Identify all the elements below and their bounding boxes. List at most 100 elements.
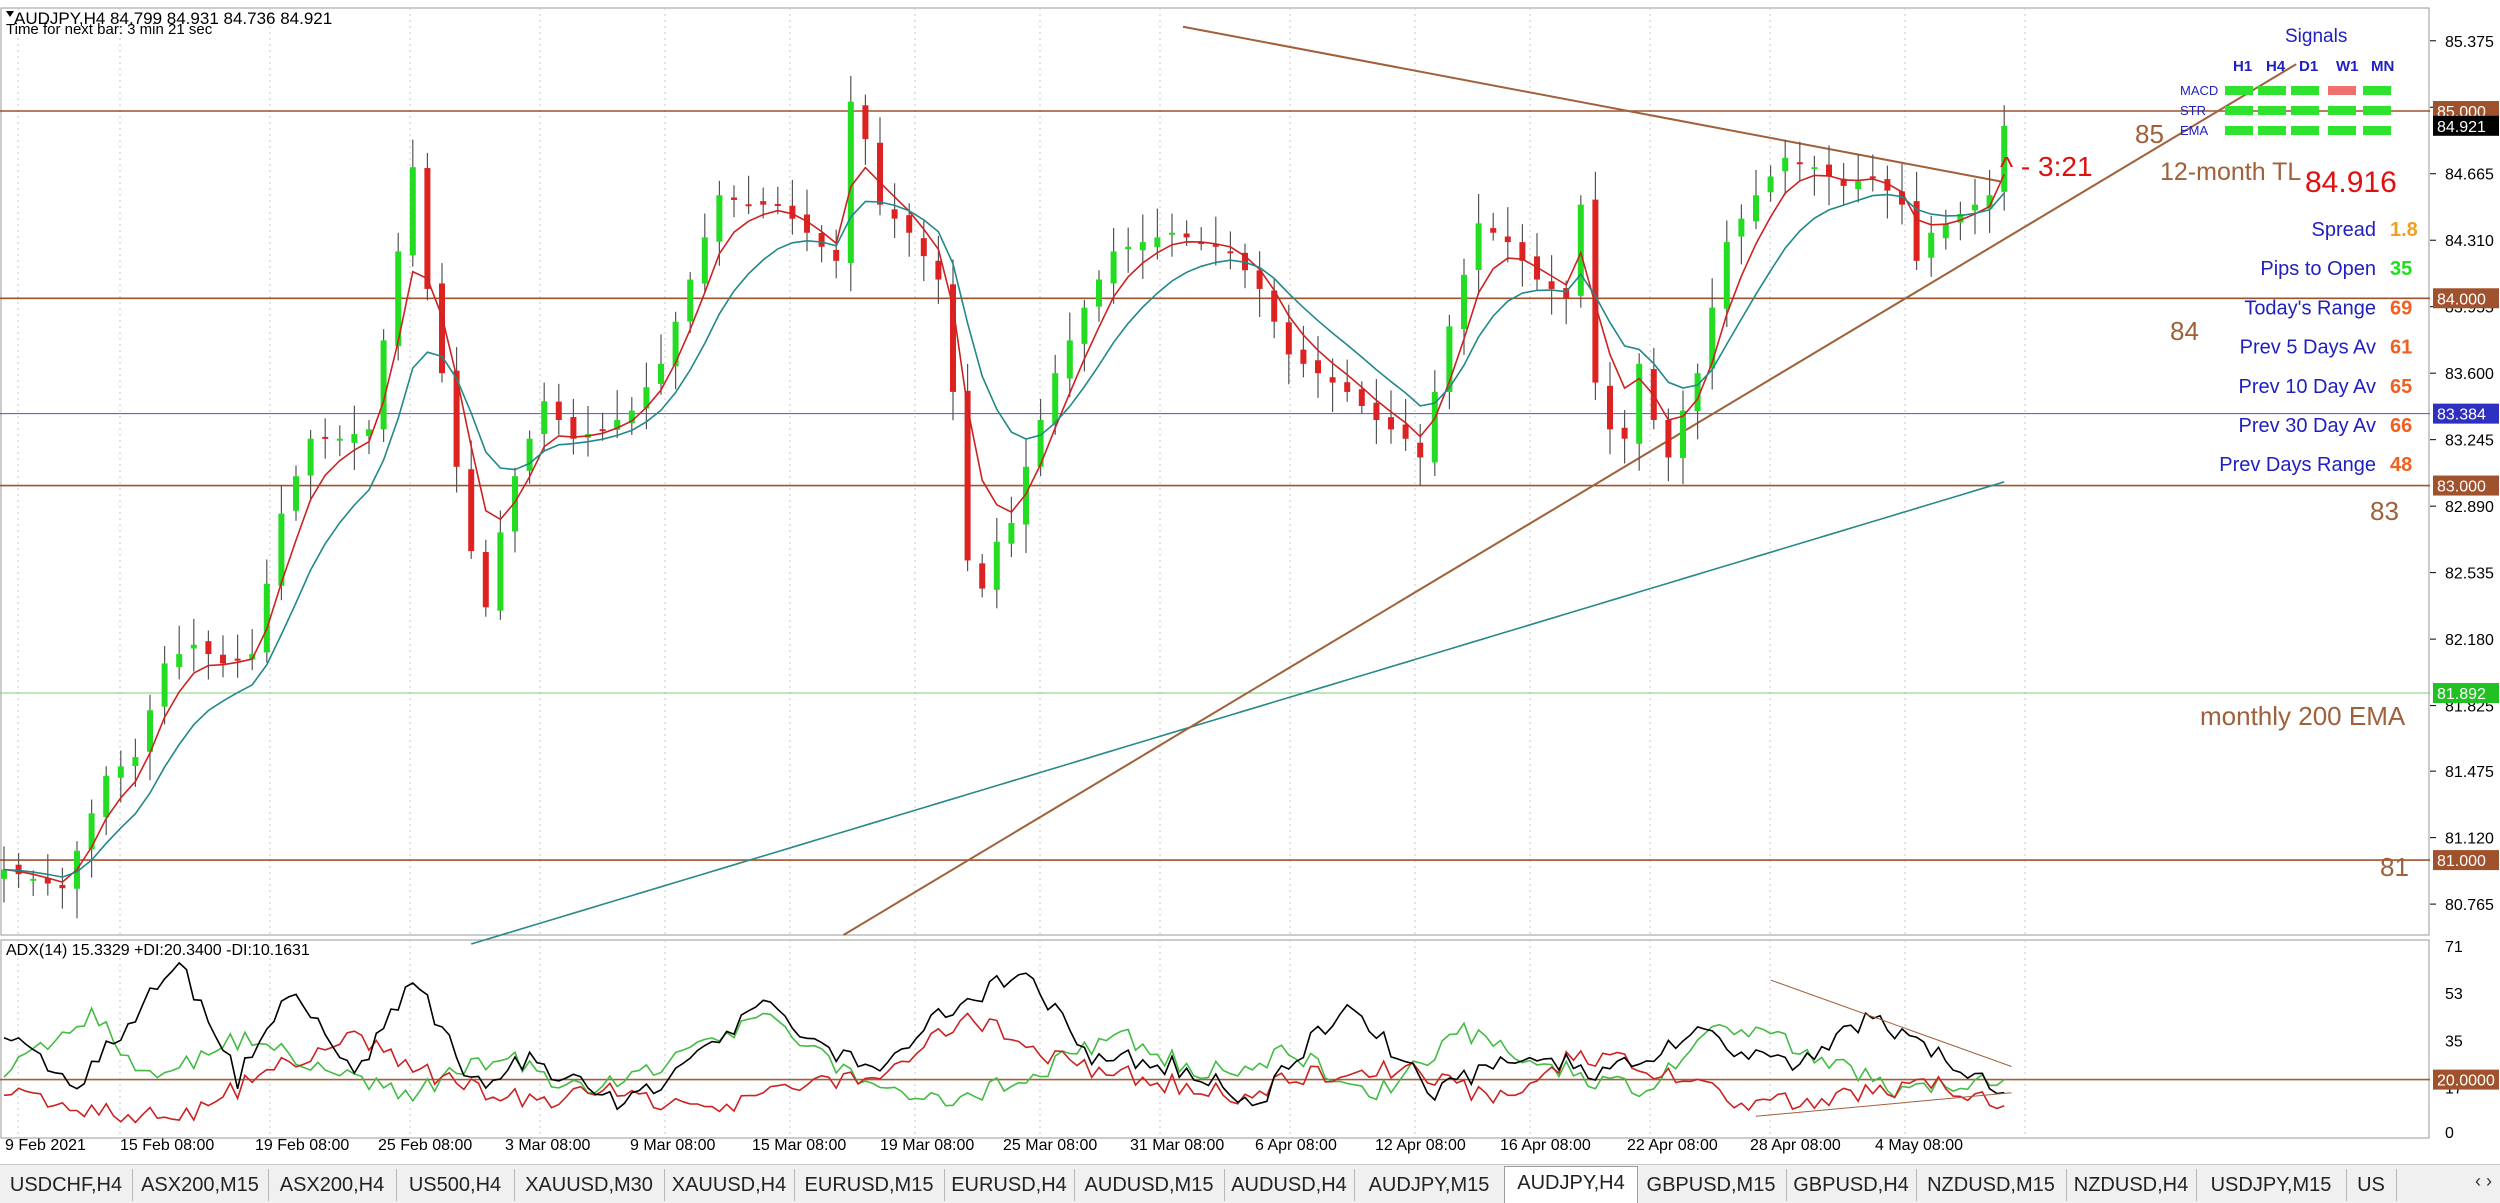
candle-body	[1753, 195, 1759, 222]
candle-body	[103, 775, 110, 818]
candle-body	[1446, 326, 1453, 393]
tab-scroll-arrows[interactable]: ‹ ›	[2475, 1171, 2492, 1191]
candle-body	[745, 204, 752, 207]
tab-audusd-h4[interactable]: AUDUSD,H4	[1224, 1169, 1355, 1201]
signal-indicator-green	[2258, 106, 2286, 115]
signals-timeframe-h1: H1	[2233, 58, 2252, 75]
indicator-axis-label: 71	[2445, 939, 2463, 956]
tab-gbpusd-m15[interactable]: GBPUSD,M15	[1636, 1169, 1787, 1201]
tab-audusd-m15[interactable]: AUDUSD,M15	[1074, 1169, 1225, 1201]
candle-body	[1402, 424, 1409, 439]
candle-body	[147, 710, 153, 752]
collapse-triangle-icon[interactable]	[6, 11, 14, 17]
candle-body	[1169, 232, 1175, 235]
candle-body	[906, 215, 913, 233]
candle-body	[30, 878, 37, 881]
candle-body	[1855, 181, 1862, 190]
candle-body	[15, 864, 22, 875]
tab-audjpy-h4[interactable]: AUDJPY,H4	[1504, 1166, 1638, 1203]
stat-value: 1.8	[2390, 219, 2418, 241]
price-axis-label: 80.765	[2445, 897, 2494, 914]
candle-body	[395, 251, 402, 347]
signal-indicator-green	[2291, 86, 2319, 95]
tab-us[interactable]: US	[2346, 1169, 2397, 1201]
candle-body	[59, 884, 66, 889]
level-label-84: 84	[2170, 316, 2199, 346]
candle-body	[468, 469, 475, 552]
candle-body	[439, 283, 445, 374]
indicator-axis-label: 53	[2445, 986, 2463, 1003]
tab-audjpy-m15[interactable]: AUDJPY,M15	[1354, 1169, 1505, 1201]
tab-us500-h4[interactable]: US500,H4	[396, 1169, 515, 1201]
stat-label: Prev 30 Day Av	[2239, 415, 2376, 437]
tab-eurusd-m15[interactable]: EURUSD,M15	[794, 1169, 945, 1201]
candle-body	[1504, 236, 1511, 243]
candle-body	[380, 340, 387, 430]
candle-body	[1884, 179, 1891, 191]
candle-body	[234, 658, 241, 661]
time-axis-label: 6 Apr 08:00	[1255, 1137, 1337, 1154]
signals-timeframe-w1: W1	[2336, 58, 2359, 75]
price-axis-label: 84.665	[2445, 167, 2494, 184]
time-axis-label: 15 Feb 08:00	[120, 1137, 214, 1154]
candle-body	[497, 532, 504, 611]
tab-nzdusd-h4[interactable]: NZDUSD,H4	[2066, 1169, 2197, 1201]
candle-body	[731, 197, 737, 200]
candle-body	[1869, 176, 1876, 179]
candle-body	[1592, 199, 1599, 383]
price-axis-label: 83.600	[2445, 366, 2494, 383]
trend-line-12-month	[1182, 25, 2005, 184]
tab-usdjpy-m15[interactable]: USDJPY,M15	[2196, 1169, 2347, 1201]
price-axis-label: 81.120	[2445, 831, 2494, 848]
candle-body	[190, 644, 197, 649]
candle-body	[1607, 385, 1613, 430]
signals-timeframe-mn: MN	[2371, 58, 2394, 75]
tab-asx200-h4[interactable]: ASX200,H4	[268, 1169, 397, 1201]
candle-body	[804, 214, 810, 233]
tab-usdchf-h4[interactable]: USDCHF,H4	[0, 1169, 133, 1201]
candle-body	[658, 363, 664, 384]
adx-level-tag: 20.0000	[2437, 1073, 2495, 1090]
moving-average-mid	[3, 192, 2005, 878]
price-tag-bg	[2433, 288, 2499, 309]
candle-body	[220, 654, 226, 664]
candle-body	[1782, 157, 1789, 172]
candle-body	[920, 238, 927, 257]
candle-body	[1826, 164, 1832, 177]
stat-value: 69	[2390, 297, 2412, 319]
tab-xauusd-h4[interactable]: XAUUSD,H4	[664, 1169, 795, 1201]
stat-value: 61	[2390, 337, 2412, 359]
signals-row-label: STR	[2180, 103, 2206, 118]
candle-body	[1563, 288, 1570, 299]
candle-body	[1972, 204, 1978, 211]
time-axis-label: 31 Mar 08:00	[1130, 1137, 1224, 1154]
price-axis-label: 81.475	[2445, 764, 2494, 781]
candle-body	[1490, 228, 1497, 233]
signal-indicator-green	[2225, 106, 2253, 115]
candle-body	[1125, 246, 1132, 250]
stat-value: 48	[2390, 454, 2412, 476]
candle-body	[847, 101, 854, 263]
candle-body	[512, 476, 518, 532]
candle-body	[643, 387, 650, 409]
adx-label: ADX(14) 15.3329 +DI:20.3400 -DI:10.1631	[6, 942, 310, 959]
candle-body	[336, 438, 343, 441]
indicator-axis-label: 35	[2445, 1033, 2463, 1050]
candle-body	[716, 195, 723, 242]
tab-xauusd-m30[interactable]: XAUUSD,M30	[514, 1169, 665, 1201]
candle-body	[1037, 420, 1044, 467]
tab-nzdusd-m15[interactable]: NZDUSD,M15	[1916, 1169, 2067, 1201]
candle-body	[1300, 349, 1307, 364]
tab-asx200-m15[interactable]: ASX200,M15	[132, 1169, 269, 1201]
tab-eurusd-h4[interactable]: EURUSD,H4	[944, 1169, 1075, 1201]
chart-background	[0, 0, 2500, 1164]
candle-body	[1081, 307, 1088, 344]
candle-body	[1285, 322, 1292, 355]
candle-body	[862, 105, 869, 140]
time-axis-label: 4 May 08:00	[1875, 1137, 1963, 1154]
moving-average-fast	[3, 166, 2005, 883]
candle-body	[877, 142, 883, 205]
candle-body	[161, 663, 168, 707]
chart-area[interactable]: AUDJPY,H4 84.799 84.931 84.736 84.921Tim…	[0, 0, 2500, 1164]
tab-gbpusd-h4[interactable]: GBPUSD,H4	[1786, 1169, 1917, 1201]
